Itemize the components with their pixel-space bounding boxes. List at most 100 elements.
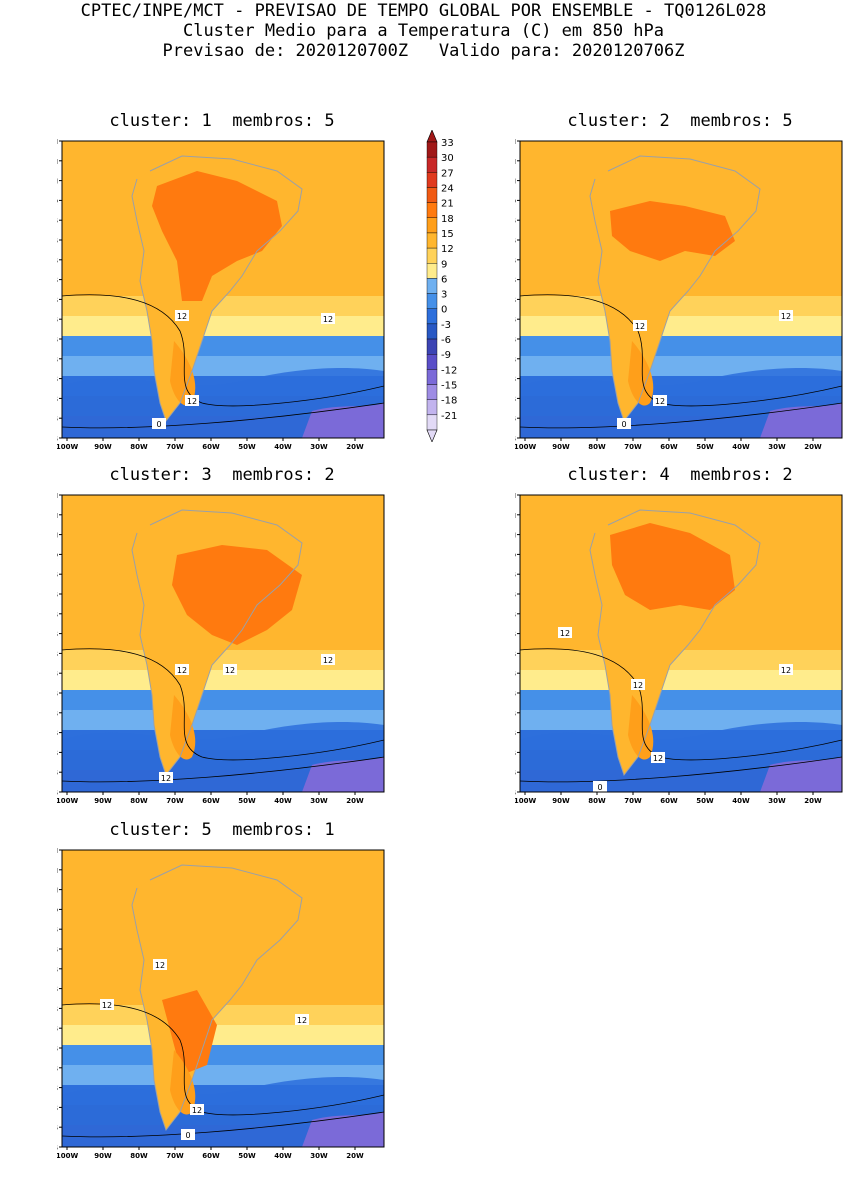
lon-tick-label: 60W [660,797,678,805]
colorbar-swatch [426,278,438,294]
map-plot: 12 12 12 12 15N 10N 5N EQ 5S 10S 15S 20S 25S 30S 35S 40… [57,492,385,805]
lat-tick-label: 25S [57,296,58,304]
contour-label: 12 [781,312,791,321]
lat-tick-label: 5N [57,532,58,540]
lat-tick-label: 60S [515,789,516,797]
lat-tick-label: 60S [57,435,58,443]
lat-tick-label: 5N [515,178,516,186]
lon-tick-label: 100W [57,797,78,805]
lon-tick-label: 30W [310,797,328,805]
colorbar-swatch [426,338,438,355]
contour-label-bg [653,395,667,406]
lat-tick-label: 45S [57,376,58,384]
colorbar-swatch [426,187,438,203]
contour-line [520,402,842,429]
lat-tick-label: EQ [57,197,58,205]
map-panel-cluster-1: cluster: 1 membros: 5 12 12 12 0 15N 10N 5N EQ 5… [57,111,387,451]
colorbar-swatch [426,369,438,385]
contour-label-bg [295,1014,309,1025]
colorbar-label: 33 [441,138,454,149]
colorbar-swatch [426,414,438,431]
lon-tick-label: 20W [804,797,822,805]
temperature-band [520,316,842,337]
contour-line [520,648,842,761]
lat-tick-label: 40S [57,1065,58,1073]
contour-label: 0 [185,1131,190,1140]
lon-tick-label: 80W [588,797,606,805]
lat-tick-label: 15N [515,492,516,500]
contour-label-bg [633,320,647,331]
map-panel-cluster-5: cluster: 5 membros: 1 12 12 12 12 0 15N 10N 5N E… [57,820,387,1160]
warm-tongue [628,341,654,406]
lat-tick-label: 5S [57,217,58,225]
lat-tick-label: 20S [57,631,58,639]
lon-tick-label: 30W [310,443,328,451]
lon-tick-label: 100W [515,797,536,805]
colorbar-swatch [426,202,438,218]
contour-label: 12 [187,397,197,406]
lat-tick-label: 25S [515,296,516,304]
lat-tick-label: 15S [57,966,58,974]
colorbar-label: 15 [441,229,454,240]
lat-tick-label: EQ [515,197,516,205]
colorbar-label: -3 [441,320,451,331]
lat-tick-label: 55S [57,415,58,423]
lon-tick-label: 90W [94,443,112,451]
contour-label: 12 [633,681,643,690]
lat-tick-label: 40S [57,356,58,364]
lon-tick-label: 80W [130,1152,148,1160]
map-plot: 12 12 12 12 0 15N 10N 5N EQ 5S 10S 15S 20S 25S 30S 35S 4… [57,847,385,1160]
warm-core [610,201,735,261]
contour-label-bg [190,1104,204,1115]
map-panel-cluster-3: cluster: 3 membros: 2 12 12 12 12 15N 10N 5N EQ… [57,465,387,805]
colorbar-swatch [426,354,438,370]
temperature-band [62,336,384,357]
lat-tick-label: 25S [57,650,58,658]
temperature-band [62,670,384,691]
warm-core [152,171,282,301]
contour-label-bg [651,752,665,763]
lon-tick-label: 80W [130,797,148,805]
header-title: CPTEC/INPE/MCT - PREVISAO DE TEMPO GLOBA… [80,1,767,21]
lat-tick-label: 10S [57,591,58,599]
colorbar-label: 6 [441,274,447,285]
colorbar-min-arrow [426,429,438,442]
lat-tick-label: 40S [515,710,516,718]
panel-title: cluster: 5 membros: 1 [109,820,335,840]
map-plot: 12 12 12 12 0 15N 10N 5N EQ 5S 10S 15S 20S 25S 30S 35S 4… [515,492,843,805]
lon-tick-label: 40W [274,443,292,451]
lat-tick-label: 45S [57,1085,58,1093]
lat-tick-label: 5N [515,532,516,540]
colorbar-label: -18 [441,396,457,407]
colorbar-label: -9 [441,350,451,361]
warm-tongue [170,341,196,406]
lat-tick-label: 15N [515,138,516,146]
temperature-band [520,296,842,317]
lat-tick-label: 15S [57,611,58,619]
colorbar-label: 27 [441,168,454,179]
colorbar-label: 3 [441,290,447,301]
warm-core [162,990,217,1075]
page: { "header": { "line1": "CPTEC/INPE/MCT -… [57,1,843,1160]
contour-label-bg [185,395,199,406]
lat-tick-label: 50S [57,1104,58,1112]
lat-tick-label: 45S [57,730,58,738]
lat-tick-label: 60S [57,789,58,797]
plot-frame [519,494,843,793]
lat-tick-label: 50S [515,749,516,757]
lat-tick-label: 30S [57,670,58,678]
lat-tick-label: 45S [515,730,516,738]
warm-tongue [170,1050,196,1115]
lat-tick-label: 40S [57,710,58,718]
warm-tongue [170,695,196,760]
lat-tick-label: 60S [57,1144,58,1152]
panel-title: cluster: 1 membros: 5 [109,111,335,131]
cold-region [520,722,842,792]
lat-tick-label: 35S [515,690,516,698]
warm-core [172,545,302,645]
lat-tick-label: 55S [515,415,516,423]
lat-tick-label: 15S [57,257,58,265]
lon-tick-label: 50W [238,1152,256,1160]
contour-line [62,756,384,783]
